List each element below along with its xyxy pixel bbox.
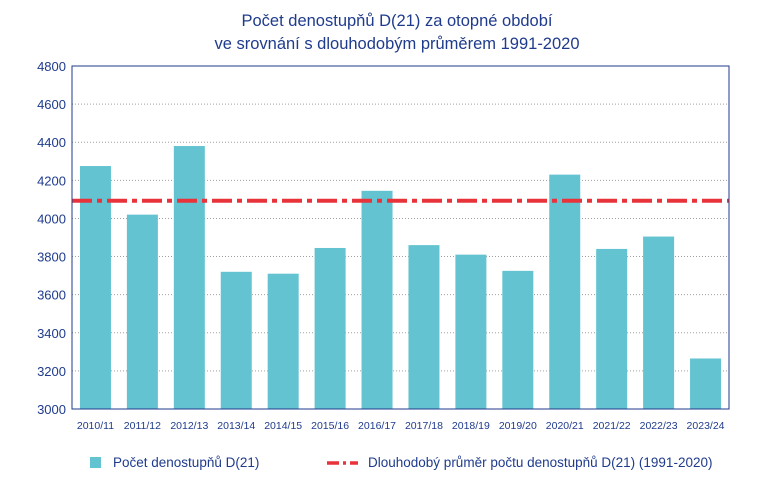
x-tick-label: 2016/17 [358, 420, 396, 432]
bars [79, 146, 722, 410]
y-tick-label: 3600 [37, 288, 66, 303]
x-tick-label: 2012/13 [170, 420, 208, 432]
bar [690, 358, 722, 409]
bar [643, 236, 675, 409]
y-tick-label: 4400 [37, 135, 66, 150]
bar [314, 247, 346, 409]
bar [361, 190, 393, 409]
y-tick-label: 3200 [37, 364, 66, 379]
bar [596, 248, 628, 409]
y-tick-label: 4000 [37, 211, 66, 226]
chart-title-line-2: ve srovnání s dlouhodobým průměrem 1991-… [214, 35, 579, 53]
y-tick-labels: 3000 3200 3400 3600 3800 4000 4200 4400 4600 4800 [37, 59, 66, 417]
chart-title-line-1: Počet denostupňů D(21) za otopné období [242, 12, 553, 30]
chart-title: Počet denostupňů D(21) za otopné období … [214, 12, 579, 53]
x-tick-label: 2010/11 [77, 420, 114, 432]
x-tick-labels: 2010/11 2011/12 2012/13 2013/14 2014/15 2015/… [77, 420, 725, 432]
plot-frame [71, 65, 730, 410]
legend: Počet denostupňů D(21) Dlouhodobý průměr… [90, 455, 712, 470]
bar [549, 174, 581, 409]
y-tick-label: 4200 [37, 173, 66, 188]
y-tick-label: 4800 [37, 59, 66, 74]
y-tick-label: 3800 [37, 250, 66, 265]
x-tick-label: 2023/24 [687, 420, 725, 432]
x-tick-label: 2013/14 [217, 420, 255, 432]
axes [71, 65, 730, 410]
legend-bar-swatch [90, 457, 101, 468]
legend-average-line-label: Dlouhodobý průměr počtu denostupňů D(21)… [368, 455, 712, 470]
bar [502, 270, 534, 409]
x-tick-label: 2018/19 [452, 420, 490, 432]
x-tick-label: 2020/21 [546, 420, 584, 432]
x-tick-label: 2014/15 [264, 420, 302, 432]
bar [267, 273, 299, 409]
y-tick-label: 3000 [37, 402, 66, 417]
x-tick-label: 2021/22 [593, 420, 631, 432]
y-tick-label: 4600 [37, 97, 66, 112]
bar [79, 166, 111, 409]
x-tick-label: 2022/23 [640, 420, 678, 432]
x-tick-label: 2019/20 [499, 420, 537, 432]
x-tick-label: 2011/12 [124, 420, 161, 432]
bar [220, 271, 252, 409]
bar [408, 245, 440, 409]
x-tick-label: 2015/16 [311, 420, 349, 432]
y-tick-label: 3400 [37, 326, 66, 341]
legend-bar-label: Počet denostupňů D(21) [113, 455, 259, 470]
gridlines [72, 103, 729, 372]
bar [455, 254, 487, 409]
bar [126, 214, 158, 409]
bar [173, 146, 205, 410]
x-tick-label: 2017/18 [405, 420, 443, 432]
